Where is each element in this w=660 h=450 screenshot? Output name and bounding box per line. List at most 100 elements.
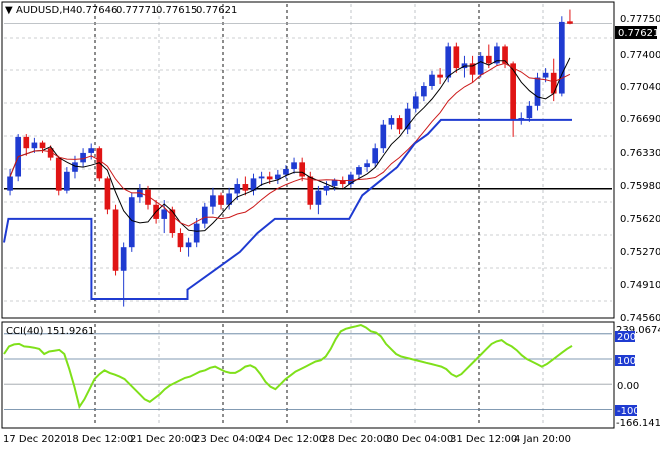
x-tick: 30 Dec 04:00: [386, 434, 453, 445]
candle-body: [128, 197, 135, 248]
cci-level-0: 0.00: [617, 381, 639, 392]
cci-bottom-value: -166.1414: [616, 418, 660, 429]
ohlc-high: 0.77771: [116, 5, 157, 16]
y-tick: 0.77750: [620, 14, 660, 25]
current-price-label: 0.77621: [618, 28, 659, 39]
candle-body: [226, 193, 232, 205]
candle-body: [88, 148, 95, 153]
candle-body: [534, 77, 541, 106]
candle-body: [258, 176, 265, 179]
candle-body: [331, 180, 338, 186]
candle-body: [510, 63, 516, 120]
candle-body: [502, 46, 508, 64]
candle-body: [161, 209, 168, 219]
price-axis: 0.77750 0.77400 0.77040 0.76690 0.76330 …: [620, 14, 660, 324]
candle-body: [210, 195, 216, 207]
candle-body: [550, 72, 557, 94]
candle-body: [274, 174, 281, 180]
x-tick: 31 Dec 12:00: [450, 434, 517, 445]
trailing-stop-line: [3, 118, 572, 300]
cci-level-tags: 200 100 0.00 -100: [615, 331, 640, 417]
cci-series-line: [3, 323, 573, 410]
price-panel-frame: [1, 1, 615, 319]
stop-line: [3, 118, 572, 300]
y-tick: 0.77400: [620, 50, 660, 61]
candle-body: [437, 74, 443, 78]
x-tick: 18 Dec 12:00: [66, 434, 133, 445]
candle-body: [185, 242, 192, 248]
candle-body: [112, 209, 119, 271]
candle-body: [201, 206, 208, 224]
candle-body: [380, 124, 387, 149]
candle-body: [429, 74, 435, 87]
candle-body: [323, 185, 330, 191]
moving-averages: [9, 57, 571, 232]
cci-level-100: 100: [617, 356, 636, 367]
candle-body: [299, 162, 306, 177]
candle-body: [177, 233, 184, 248]
candle-body: [64, 171, 70, 191]
candle-body: [250, 178, 257, 191]
y-tick: 0.76330: [620, 148, 660, 159]
candle-body: [372, 148, 379, 164]
y-tick: 0.77040: [620, 82, 660, 93]
x-tick: 21 Dec 20:00: [130, 434, 197, 445]
current-price-tag: 0.77621: [615, 26, 659, 39]
candle-body: [218, 195, 224, 205]
candle-body: [291, 162, 297, 169]
y-tick: 0.75620: [620, 214, 660, 225]
candle-body: [469, 63, 476, 75]
candle-body: [234, 184, 241, 194]
candle-body: [283, 168, 289, 175]
candle-body: [485, 55, 492, 64]
candle-body: [445, 46, 452, 78]
candle-body: [453, 46, 460, 69]
y-tick: 0.75980: [620, 181, 660, 192]
x-tick: 23 Dec 04:00: [194, 434, 261, 445]
cci-top-value: 239.0674: [616, 325, 660, 336]
ma-slow-line: [9, 62, 571, 227]
candle-body: [193, 223, 200, 243]
candle-body: [421, 86, 427, 97]
candle-body: [388, 118, 395, 125]
candle-body: [266, 176, 273, 180]
candle-body: [412, 96, 419, 109]
candle-body: [339, 180, 346, 185]
ohlc-low: 0.77615: [156, 5, 197, 16]
candle-body: [7, 176, 13, 191]
candle-body: [396, 118, 403, 130]
candlestick-series: [7, 9, 573, 307]
menu-triangle-icon[interactable]: ▼: [5, 5, 13, 16]
candle-body: [104, 178, 111, 210]
y-tick: 0.74910: [620, 280, 660, 291]
symbol-label: AUDUSD,H4: [16, 5, 76, 16]
candle-body: [348, 174, 354, 185]
candle-body: [356, 167, 362, 175]
ma-fast-line: [9, 57, 571, 232]
cci-level-minus-100: -100: [617, 406, 640, 417]
time-axis: 17 Dec 2020 18 Dec 12:00 21 Dec 20:00 23…: [3, 434, 571, 445]
candle-body: [55, 157, 62, 191]
candle-body: [542, 72, 549, 78]
candle-body: [242, 184, 249, 191]
x-tick: 24 Dec 12:00: [258, 434, 325, 445]
y-tick: 0.76690: [620, 114, 660, 125]
candle-body: [31, 142, 38, 149]
candle-body: [39, 142, 46, 149]
candle-body: [558, 21, 565, 94]
candle-body: [120, 247, 127, 271]
cci-level-200: 200: [617, 332, 636, 343]
candle-body: [526, 105, 533, 119]
candle-body: [494, 46, 500, 64]
candle-body: [477, 55, 484, 75]
candle-body: [315, 190, 322, 205]
candle-body: [404, 108, 411, 130]
y-tick: 0.75270: [620, 247, 660, 258]
candle-body: [169, 209, 176, 234]
cci-panel-frame: [1, 321, 615, 429]
candle-body: [145, 189, 151, 205]
candle-body: [72, 162, 78, 172]
x-tick: 4 Jan 20:00: [514, 434, 571, 445]
ohlc-close: 0.77621: [196, 5, 237, 16]
